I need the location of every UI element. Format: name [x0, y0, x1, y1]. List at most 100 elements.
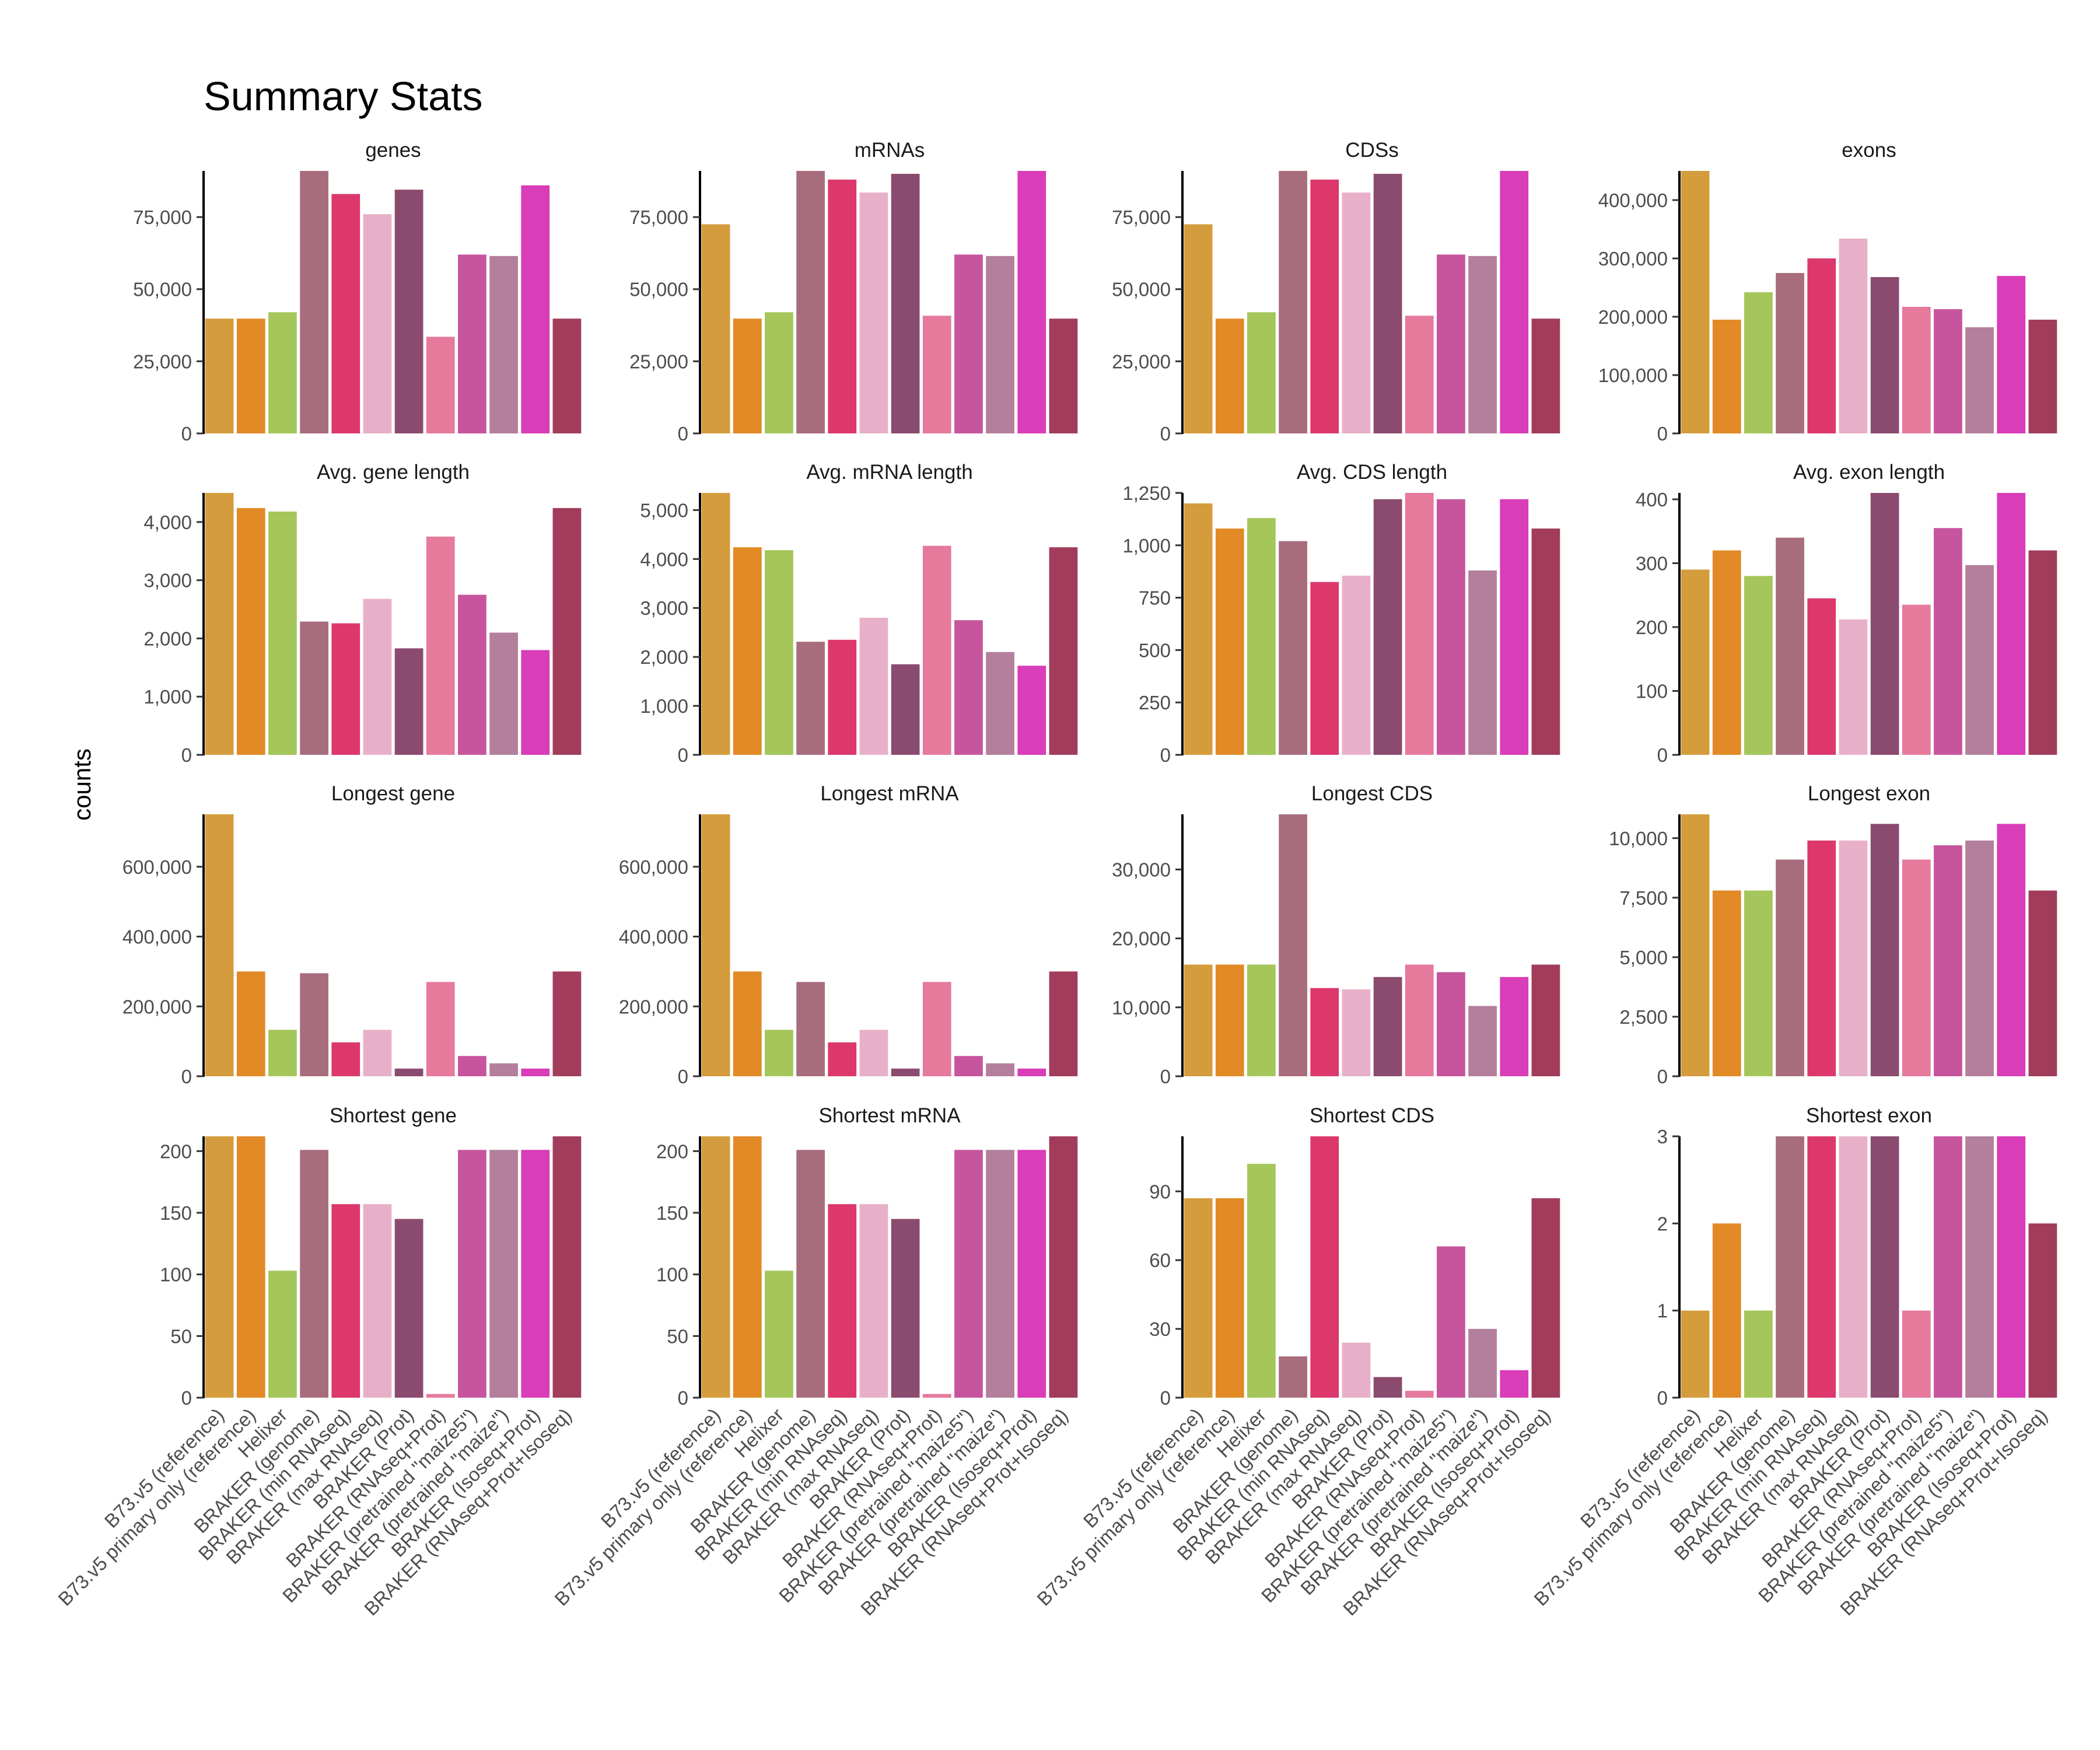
y-tick-label: 400,000	[1598, 190, 1668, 211]
bar-11	[1017, 1068, 1046, 1076]
bar-7	[394, 1219, 424, 1398]
bar-4	[1776, 1136, 1804, 1398]
bar-5	[828, 639, 857, 755]
y-tick-label: 200	[656, 1140, 688, 1162]
y-tick-label: 1,000	[144, 686, 192, 708]
bar-4	[1279, 171, 1307, 433]
y-tick-label: 2	[1657, 1213, 1668, 1234]
bar-5	[828, 179, 857, 433]
bar-11	[521, 1068, 550, 1076]
y-tick-label: 1,000	[640, 695, 688, 717]
bar-1	[1681, 814, 1710, 1076]
facet-title: Shortest mRNA	[818, 1104, 961, 1127]
bar-2	[236, 1136, 265, 1398]
bar-9	[954, 1150, 983, 1398]
facet-panel-3: exons 0 100,000 200,000 300,000 400,000	[1598, 139, 2057, 444]
bar-1	[205, 814, 234, 1076]
bar-4	[1776, 537, 1804, 755]
bar-11	[1997, 493, 2026, 755]
bar-11	[1500, 171, 1529, 433]
y-tick-label: 200,000	[123, 996, 192, 1017]
bar-5	[1310, 582, 1339, 755]
bar-10	[489, 256, 518, 433]
y-tick-label: 100,000	[1598, 365, 1668, 386]
y-tick-label: 30	[1149, 1318, 1171, 1340]
bar-5	[331, 1042, 360, 1076]
bar-6	[859, 1030, 888, 1076]
bar-8	[922, 982, 951, 1076]
y-tick-label: 150	[656, 1202, 688, 1224]
bar-9	[458, 1056, 487, 1076]
y-tick-label: 0	[1160, 423, 1171, 444]
y-tick-label: 0	[1657, 744, 1668, 766]
facet-panel-11: Longest exon 0 2,500 5,000 7,500 10,000	[1609, 782, 2057, 1087]
chart-title: Summary Stats	[204, 74, 482, 119]
bar-3	[1744, 890, 1773, 1076]
bar-12	[1049, 1136, 1078, 1398]
bar-6	[1342, 1342, 1371, 1398]
facet-panel-8: Longest gene 0 200,000 400,000 600,000	[123, 782, 582, 1087]
facet-title: Longest CDS	[1311, 782, 1433, 805]
y-tick-label: 0	[181, 1387, 192, 1409]
bar-6	[859, 618, 888, 755]
facet-panel-10: Longest CDS 0 10,000 20,000 30,000	[1112, 782, 1560, 1087]
bar-1	[205, 1136, 234, 1398]
bar-4	[796, 1150, 825, 1398]
bar-11	[1017, 1150, 1046, 1398]
y-tick-label: 3,000	[144, 570, 192, 592]
bar-6	[859, 1204, 888, 1398]
y-tick-label: 0	[1160, 1066, 1171, 1087]
facet-title: Longest mRNA	[820, 782, 959, 805]
y-tick-label: 0	[181, 423, 192, 444]
bar-4	[796, 642, 825, 755]
bar-9	[1437, 972, 1465, 1076]
bar-3	[765, 1030, 793, 1076]
y-tick-label: 3	[1657, 1126, 1668, 1147]
bar-1	[1184, 964, 1213, 1076]
bar-4	[300, 1150, 328, 1398]
y-tick-label: 10,000	[1112, 997, 1171, 1019]
bar-5	[331, 623, 360, 755]
y-tick-label: 200,000	[619, 996, 688, 1017]
bar-7	[394, 648, 424, 755]
y-tick-label: 75,000	[133, 206, 192, 228]
y-tick-label: 0	[678, 744, 688, 766]
bar-9	[1934, 309, 1962, 433]
y-tick-label: 7,500	[1619, 887, 1668, 909]
bar-10	[1468, 256, 1497, 433]
y-tick-label: 0	[1657, 1387, 1668, 1409]
bar-7	[891, 664, 920, 755]
bar-11	[521, 1150, 550, 1398]
bar-8	[1902, 1310, 1931, 1398]
bar-12	[2028, 1223, 2057, 1398]
bar-11	[1017, 171, 1046, 433]
bar-2	[1712, 890, 1741, 1076]
bar-5	[1310, 1136, 1339, 1398]
y-tick-label: 2,000	[640, 646, 688, 668]
bar-11	[1997, 1136, 2026, 1398]
bar-5	[1310, 179, 1339, 433]
bar-7	[1373, 499, 1402, 755]
bar-2	[733, 971, 762, 1076]
bar-2	[1215, 964, 1244, 1076]
y-tick-label: 10,000	[1609, 828, 1668, 849]
bar-3	[268, 511, 297, 755]
y-tick-label: 1,250	[1122, 482, 1171, 504]
y-tick-label: 100	[656, 1264, 688, 1286]
y-tick-label: 4,000	[640, 548, 688, 570]
bar-5	[828, 1042, 857, 1076]
bar-3	[1247, 312, 1276, 433]
bar-4	[1279, 541, 1307, 755]
y-tick-label: 5,000	[1619, 947, 1668, 968]
bar-10	[1965, 1136, 1994, 1398]
bar-2	[1712, 320, 1741, 433]
bar-11	[521, 185, 550, 433]
bar-12	[2028, 550, 2057, 755]
y-tick-label: 400	[1636, 489, 1668, 510]
bar-2	[733, 1136, 762, 1398]
bar-6	[363, 214, 392, 433]
bar-6	[1839, 239, 1868, 433]
